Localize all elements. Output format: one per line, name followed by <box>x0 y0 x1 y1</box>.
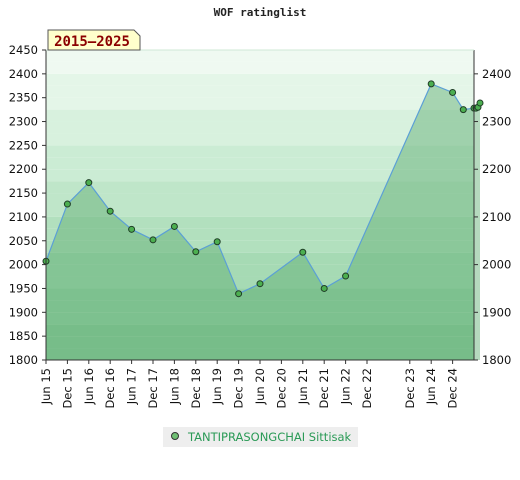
grid-band <box>46 348 474 360</box>
grid-band <box>46 73 474 86</box>
legend-label: TANTIPRASONGCHAI Sittisak <box>187 430 352 444</box>
right-tick-label: 1800 <box>482 353 511 367</box>
rating-area <box>46 83 480 360</box>
left-tick-label: 2150 <box>9 186 38 200</box>
grid-band <box>46 181 474 194</box>
x-tick-label: Dec 21 <box>317 368 331 409</box>
data-point <box>256 280 264 288</box>
data-point <box>106 207 114 215</box>
legend-marker <box>171 432 179 440</box>
grid-band <box>46 145 474 158</box>
grid-band <box>46 193 474 205</box>
x-tick-label: Jun 16 <box>82 368 96 405</box>
period-badge-box <box>47 29 141 51</box>
data-point <box>170 222 178 230</box>
data-point <box>128 225 136 233</box>
grid-band <box>46 97 474 110</box>
data-point <box>192 248 200 256</box>
right-tick-label: 2300 <box>482 115 511 129</box>
x-tick-label: Dec 16 <box>103 368 117 409</box>
data-point <box>449 88 457 96</box>
grid-band <box>46 157 474 170</box>
right-axis: 1800 1900 2000 2100 2200 2300 2400 <box>474 67 511 367</box>
period-badge: 2015—2025 <box>47 29 141 51</box>
left-tick-label: 2250 <box>9 138 38 152</box>
data-point <box>85 179 93 187</box>
grid-band <box>46 205 474 217</box>
rating-points <box>42 80 484 298</box>
grid-band <box>46 336 474 349</box>
data-point <box>427 80 435 88</box>
grid-band <box>46 61 474 74</box>
data-point <box>476 99 484 107</box>
data-point <box>63 200 71 208</box>
data-point <box>320 284 328 292</box>
grid-band <box>46 133 474 146</box>
period-badge-text: 2015—2025 <box>54 34 130 50</box>
left-tick-label: 2200 <box>9 162 38 176</box>
x-tick-label: Dec 20 <box>274 368 288 409</box>
x-tick-label: Jun 17 <box>125 368 139 405</box>
right-tick-label: 2200 <box>482 162 511 176</box>
x-tick-label: Jun 24 <box>424 368 438 405</box>
grid-band <box>46 252 474 265</box>
grid-band <box>46 216 474 229</box>
left-tick-label: 1800 <box>9 353 38 367</box>
grid-band <box>46 324 474 337</box>
grid-band <box>46 85 474 98</box>
grid-band <box>46 169 474 182</box>
x-tick-label: Dec 18 <box>189 368 203 409</box>
grid-band <box>46 109 474 122</box>
left-tick-label: 1950 <box>9 281 38 295</box>
grid-band <box>46 50 474 62</box>
left-tick-label: 2450 <box>9 43 38 57</box>
right-tick-label: 1900 <box>482 305 511 319</box>
left-tick-label: 2350 <box>9 91 38 105</box>
data-point <box>213 238 221 246</box>
legend[interactable]: TANTIPRASONGCHAI Sittisak <box>163 427 358 447</box>
right-tick-label: 2100 <box>482 210 511 224</box>
left-tick-label: 2100 <box>9 210 38 224</box>
grid-band <box>46 312 474 325</box>
data-point <box>299 248 307 256</box>
grid-band <box>46 228 474 241</box>
right-tick-label: 2400 <box>482 67 511 81</box>
grid-band <box>46 288 474 301</box>
grid-band <box>46 121 474 134</box>
left-tick-label: 1900 <box>9 305 38 319</box>
data-point <box>235 290 243 298</box>
left-tick-label: 2000 <box>9 258 38 272</box>
x-tick-label: Dec 15 <box>60 368 74 409</box>
left-tick-label: 2400 <box>9 67 38 81</box>
left-tick-label: 1850 <box>9 329 38 343</box>
x-tick-label: Jun 19 <box>210 368 224 405</box>
data-point <box>342 272 350 280</box>
left-tick-label: 2300 <box>9 115 38 129</box>
left-tick-label: 2050 <box>9 234 38 248</box>
grid-band <box>46 240 474 253</box>
data-point <box>149 236 157 244</box>
left-axis: 1800 1850 1900 1950 2000 2050 2100 2150 2200 2250… <box>9 43 46 367</box>
x-tick-label: Dec 17 <box>146 368 160 409</box>
x-tick-label: Dec 22 <box>360 368 374 409</box>
grid-band <box>46 264 474 277</box>
x-tick-label: Jun 15 <box>39 368 53 405</box>
x-tick-label: Dec 23 <box>403 368 417 409</box>
x-tick-label: Jun 22 <box>339 368 353 405</box>
x-tick-label: Dec 19 <box>232 368 246 409</box>
chart-title: WOF ratinglist <box>214 6 307 19</box>
x-axis: Jun 15 Dec 15 Jun 16 Dec 16 Jun 17 Dec 17 Jun … <box>39 360 460 409</box>
right-tick-label: 2000 <box>482 258 511 272</box>
legend-box <box>163 427 358 447</box>
x-tick-label: Jun 21 <box>296 368 310 405</box>
x-tick-label: Jun 18 <box>167 368 181 405</box>
grid-band <box>46 300 474 313</box>
data-point <box>459 106 467 114</box>
x-tick-label: Jun 20 <box>253 368 267 405</box>
x-tick-label: Dec 24 <box>446 368 460 409</box>
